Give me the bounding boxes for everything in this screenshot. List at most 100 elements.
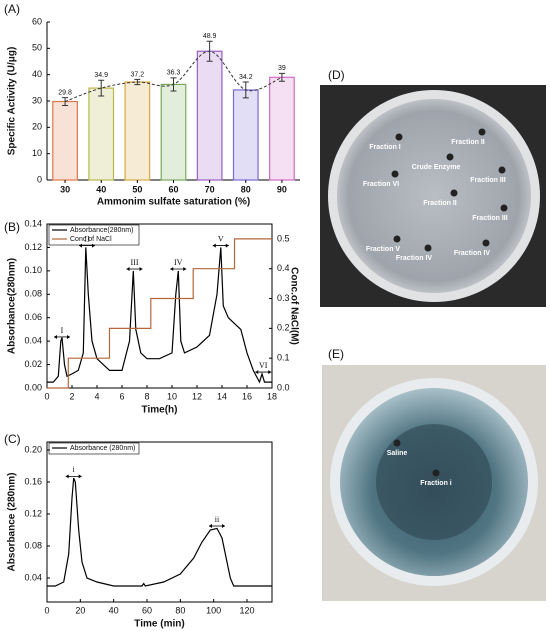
trend-line (64, 50, 283, 102)
value-label: 36.3 (167, 70, 181, 77)
x-tick-label: 4 (94, 391, 99, 401)
well-label: Saline (387, 450, 408, 457)
value-label: 34.9 (94, 72, 108, 79)
x-tick-label: 6 (119, 391, 124, 401)
well-label: Fraction IV (454, 250, 491, 257)
y-tick-label: 0.06 (24, 312, 42, 322)
y-tick-label: 0.12 (24, 242, 42, 252)
x-tick-label: 80 (175, 605, 185, 615)
y-axis-label: Specific Activity (U/μg) (7, 47, 18, 156)
x-tick-label: 14 (217, 391, 227, 401)
x-tick-label: 40 (96, 184, 106, 194)
y-tick-label: 0.10 (24, 265, 42, 275)
x-tick-label: 90 (277, 184, 287, 194)
bar (196, 50, 223, 181)
value-label: 48.9 (203, 33, 217, 40)
y-tick-label: 20 (32, 122, 42, 132)
panel-label: (C) (4, 432, 21, 446)
y-tick-label: 0.5 (277, 233, 290, 243)
clear-zone (376, 424, 492, 540)
well (446, 153, 454, 161)
bar (269, 76, 295, 181)
well (391, 170, 399, 178)
y2-axis-label: Conc.of NaCl(M) (288, 267, 299, 345)
y-tick-label: 0.2 (277, 323, 290, 333)
y-tick-label: 0 (37, 174, 42, 184)
panel-label: (A) (4, 2, 20, 16)
annotation: VI (259, 361, 268, 370)
line-series (47, 247, 272, 384)
x-tick-label: 12 (192, 391, 202, 401)
x-tick-label: 50 (132, 184, 142, 194)
well (424, 244, 432, 252)
line-series (47, 477, 272, 587)
y-tick-label: 0.16 (24, 476, 42, 486)
annotation: ii (215, 515, 220, 524)
plate (337, 99, 531, 293)
annotation: V (218, 234, 224, 243)
annotation: IV (174, 258, 183, 267)
annotation: i (73, 465, 76, 474)
x-tick-label: 60 (142, 605, 152, 615)
legend-box (48, 442, 140, 455)
y-tick-label: 0.12 (24, 508, 42, 518)
annotation: III (131, 258, 139, 267)
bar (52, 100, 78, 181)
x-tick-label: 30 (60, 184, 70, 194)
x-tick-label: 16 (242, 391, 252, 401)
x-tick-label: 10 (167, 391, 177, 401)
well (500, 204, 508, 212)
y-tick-label: 10 (32, 148, 42, 158)
plot-frame (46, 441, 273, 603)
well-label: Fraction VI (363, 181, 399, 188)
y-axis-label: Absorbance (280nm) (7, 473, 18, 572)
y-tick-label: 0.04 (24, 336, 42, 346)
well (498, 166, 506, 174)
y-tick-label: 30 (32, 95, 42, 105)
x-tick-label: 2 (69, 391, 74, 401)
y-tick-label: 0.08 (24, 289, 42, 299)
x-tick-label: 8 (144, 391, 149, 401)
well-label: Fraction II (423, 200, 457, 207)
well (393, 235, 401, 243)
y-tick-label: 0.04 (24, 572, 42, 582)
annotation: I (61, 326, 64, 335)
well (395, 133, 403, 141)
legend-label: Conc of NaCl (70, 236, 112, 243)
annotation: II (84, 234, 90, 243)
y-tick-label: 0.0 (277, 382, 290, 392)
y-tick-label: 0.4 (277, 263, 290, 273)
x-tick-label: 70 (205, 184, 215, 194)
well-label: Fraction II (451, 139, 485, 146)
x-tick-label: 60 (168, 184, 178, 194)
x-tick-label: 40 (109, 605, 119, 615)
x-tick-label: 18 (267, 391, 277, 401)
value-label: 37.2 (131, 71, 145, 78)
panel-label: (B) (4, 220, 20, 234)
well-label: Fraction V (366, 246, 401, 253)
y-tick-label: 0.08 (24, 540, 42, 550)
y-tick-label: 0.14 (24, 218, 42, 228)
well (393, 439, 401, 447)
x-axis-label: Time(h) (142, 405, 178, 416)
panel-label: (E) (328, 347, 344, 361)
y-tick-label: 0.20 (24, 444, 42, 454)
well (450, 189, 458, 197)
well-label: Fraction III (470, 177, 505, 184)
y-tick-label: 50 (32, 43, 42, 53)
y-axis-label: Absorbance(280nm) (7, 258, 18, 354)
value-label: 29.8 (58, 89, 72, 96)
error-bar (98, 79, 105, 97)
y-tick-label: 40 (32, 69, 42, 79)
x-tick-label: 20 (75, 605, 85, 615)
error-bar (62, 97, 69, 106)
x-axis-label: Time (min) (134, 619, 184, 630)
y-tick-label: 0.3 (277, 293, 290, 303)
y-tick-label: 0.1 (277, 353, 290, 363)
bar (232, 89, 259, 181)
y-tick-label: 0.00 (24, 382, 42, 392)
legend-label: Absorbance (280nm) (70, 445, 135, 452)
bar (124, 81, 151, 181)
well (478, 128, 486, 136)
